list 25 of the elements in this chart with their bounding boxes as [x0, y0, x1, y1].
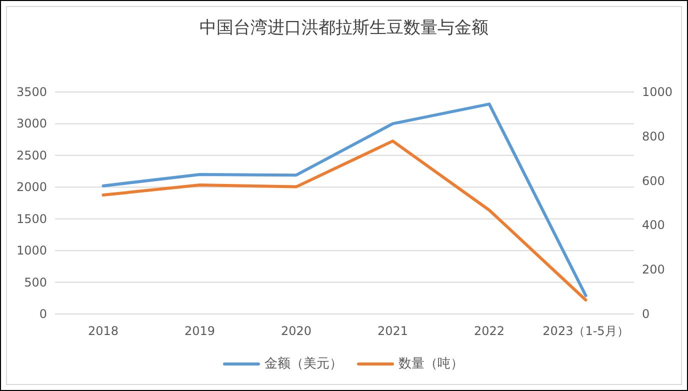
y-tick-label: 1000: [16, 244, 47, 258]
y2-tick-label: 800: [642, 129, 665, 144]
x-tick-label: 2023（1-5月）: [542, 324, 629, 338]
x-tick-label: 2018: [88, 324, 119, 338]
x-tick-label: 2019: [184, 324, 216, 338]
y-tick-label: 500: [24, 275, 47, 290]
line-series: [102, 140, 588, 302]
y-tick-label: 0: [39, 307, 47, 321]
y-tick-label: 3500: [16, 85, 47, 99]
y2-tick-label: 1000: [642, 85, 673, 99]
legend-label: 数量（吨）: [398, 356, 464, 372]
y2-tick-label: 200: [642, 262, 665, 277]
y-tick-label: 2500: [16, 148, 47, 162]
x-tick-label: 2022: [474, 324, 505, 338]
y2-tick-label: 0: [642, 307, 650, 321]
x-tick-label: 2021: [377, 324, 408, 338]
y-tick-label: 3000: [16, 116, 47, 131]
y2-tick-label: 600: [642, 174, 665, 188]
x-tick-label: 2020: [280, 324, 312, 338]
y2-tick-label: 400: [642, 218, 665, 232]
legend-label: 金额（美元）: [264, 356, 342, 372]
y-tick-label: 1500: [16, 212, 47, 226]
y-tick-label: 2000: [16, 180, 47, 194]
chart-title: 中国台湾进口洪都拉斯生豆数量与金额: [200, 18, 488, 38]
line-series: [102, 102, 588, 298]
